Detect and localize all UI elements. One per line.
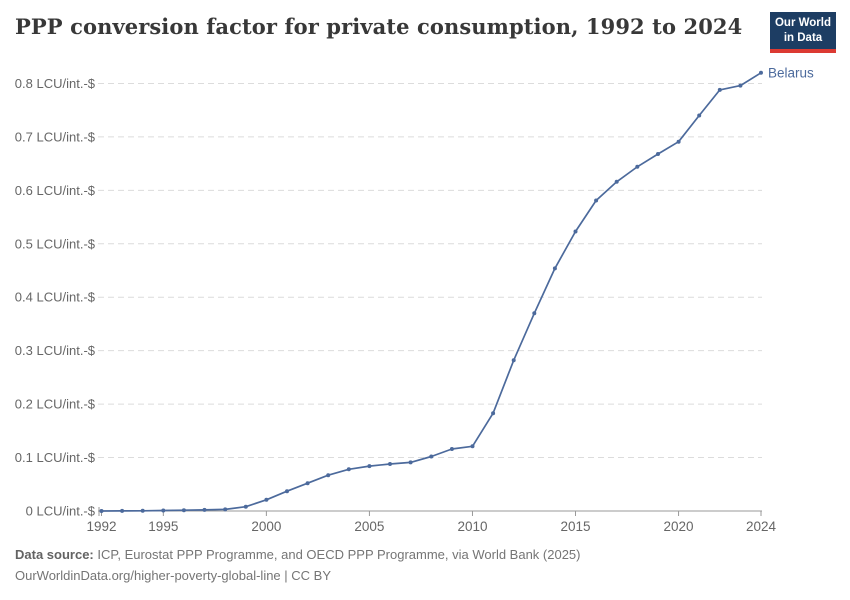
chart-footer: Data source: ICP, Eurostat PPP Programme…: [15, 544, 835, 586]
data-point-marker: [676, 139, 681, 144]
data-point-marker: [388, 462, 392, 466]
data-source-line: Data source: ICP, Eurostat PPP Programme…: [15, 544, 835, 565]
data-point-marker: [285, 489, 289, 494]
data-point-marker: [552, 266, 557, 271]
data-point-marker: [470, 444, 475, 449]
footer-link[interactable]: OurWorldinData.org/higher-poverty-global…: [15, 568, 331, 583]
data-point-marker: [717, 87, 722, 92]
owid-logo[interactable]: Our World in Data: [770, 12, 836, 53]
data-point-marker: [491, 411, 496, 416]
y-axis-tick-label: 0.8 LCU/int.-$: [15, 76, 96, 91]
data-point-marker: [573, 229, 578, 234]
y-axis-tick-label: 0.1 LCU/int.-$: [15, 450, 96, 465]
data-point-marker: [429, 454, 434, 459]
data-point-marker: [738, 83, 743, 88]
data-point-marker: [697, 113, 702, 118]
data-point-marker: [140, 508, 145, 513]
y-axis-tick-label: 0.2 LCU/int.-$: [15, 397, 96, 412]
data-point-marker: [202, 507, 207, 512]
data-point-marker: [305, 481, 310, 486]
data-point-marker: [614, 179, 619, 184]
owid-logo-line1: Our World: [774, 17, 831, 29]
y-axis-tick-label: 0.7 LCU/int.-$: [15, 129, 96, 144]
series-end-label[interactable]: Belarus: [768, 65, 814, 80]
y-axis-tick-label: 0.5 LCU/int.-$: [15, 236, 96, 251]
data-point-marker: [99, 509, 104, 513]
x-axis-tick-label: 2015: [560, 519, 590, 534]
data-point-marker: [759, 70, 763, 75]
data-point-marker: [346, 467, 351, 472]
data-point-marker: [408, 460, 413, 465]
x-axis-tick-label: 1995: [148, 519, 178, 534]
x-axis-tick-label: 1992: [86, 519, 116, 534]
data-point-marker: [511, 358, 516, 363]
x-axis-tick-label: 2005: [354, 519, 384, 534]
x-axis-tick-label: 2010: [457, 519, 487, 534]
data-point-marker: [635, 164, 640, 169]
y-axis-tick-label: 0.6 LCU/int.-$: [15, 183, 96, 198]
data-point-marker: [223, 507, 228, 512]
data-point-marker: [181, 508, 186, 513]
data-point-marker: [326, 473, 331, 478]
data-source-label: Data source:: [15, 547, 94, 562]
page-title: PPP conversion factor for private consum…: [15, 14, 743, 39]
y-axis-tick-label: 0.4 LCU/int.-$: [15, 290, 96, 305]
x-axis-tick-label: 2020: [664, 519, 694, 534]
data-point-marker: [161, 508, 166, 513]
data-point-marker: [656, 152, 660, 156]
series-line: [100, 71, 762, 512]
x-axis-tick-label: 2000: [251, 519, 281, 534]
data-point-marker: [367, 464, 372, 469]
x-axis-tick-label: 2024: [746, 519, 777, 534]
data-point-marker: [120, 508, 125, 513]
data-point-marker: [264, 497, 269, 502]
data-point-marker: [594, 198, 599, 203]
data-point-marker: [449, 447, 454, 451]
y-axis-tick-label: 0 LCU/int.-$: [26, 504, 96, 519]
y-axis-tick-label: 0.3 LCU/int.-$: [15, 343, 96, 358]
data-point-marker: [532, 311, 537, 316]
data-source-text: ICP, Eurostat PPP Programme, and OECD PP…: [93, 547, 581, 562]
data-point-marker: [243, 504, 248, 509]
owid-logo-line2: in Data: [783, 31, 823, 44]
